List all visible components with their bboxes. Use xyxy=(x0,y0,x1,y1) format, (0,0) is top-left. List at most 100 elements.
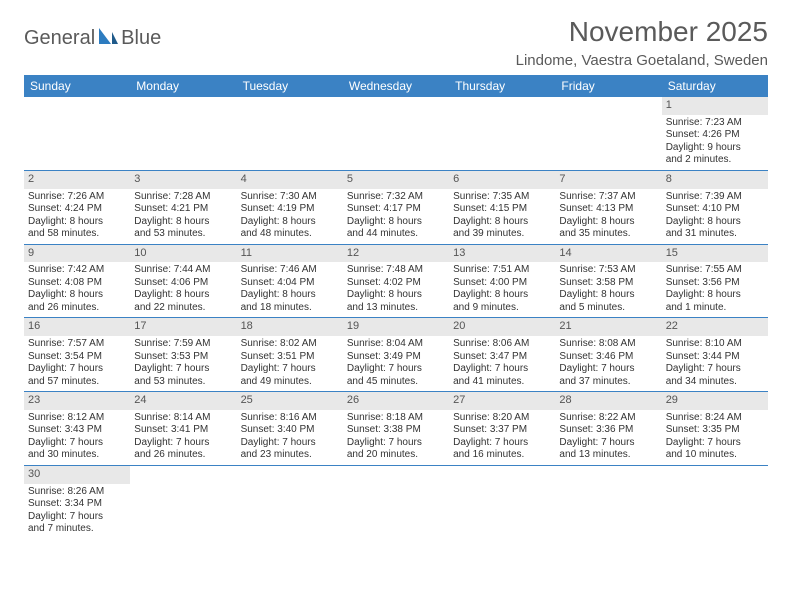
day-daylight1: Daylight: 8 hours xyxy=(559,216,657,229)
week-row: 23 Sunrise: 8:12 AMSunset: 3:43 PM Dayligh… xyxy=(24,392,768,466)
day-body: Sunrise: 7:30 AMSunset: 4:19 PMDaylight:… xyxy=(237,189,343,244)
day-sunset: Sunset: 4:10 PM xyxy=(666,203,764,216)
day-header-tuesday: Tuesday xyxy=(237,75,343,97)
day-daylight2: and 7 minutes. xyxy=(28,523,126,536)
day-cell: 1Sunrise: 7:23 AMSunset: 4:26 PMDaylight… xyxy=(662,97,768,170)
day-number: 28 xyxy=(555,392,661,410)
day-sunset: Sunset: 4:24 PM xyxy=(28,203,126,216)
day-cell: 13Sunrise: 7:51 AMSunset: 4:00 PMDayligh… xyxy=(449,245,555,318)
week-row: 30Sunrise: 8:26 AMSunset: 3:34 PMDayligh… xyxy=(24,466,768,539)
day-body: Sunrise: 7:23 AMSunset: 4:26 PMDaylight:… xyxy=(662,115,768,170)
day-cell: 10Sunrise: 7:44 AMSunset: 4:06 PMDayligh… xyxy=(130,245,236,318)
day-daylight1: Daylight: 8 hours xyxy=(28,216,126,229)
day-sunset: Sunset: 4:15 PM xyxy=(453,203,551,216)
day-cell: 6Sunrise: 7:35 AMSunset: 4:15 PMDaylight… xyxy=(449,171,555,244)
day-header-row: SundayMondayTuesdayWednesdayThursdayFrid… xyxy=(24,75,768,97)
title-block: November 2025 Lindome, Vaestra Goetaland… xyxy=(516,16,768,69)
month-title: November 2025 xyxy=(516,16,768,48)
day-body: Sunrise: 7:51 AMSunset: 4:00 PMDaylight:… xyxy=(449,262,555,317)
day-body: Sunrise: 7:48 AMSunset: 4:02 PMDaylight:… xyxy=(343,262,449,317)
day-body: Sunrise: 8:08 AMSunset: 3:46 PMDaylight:… xyxy=(555,336,661,391)
day-sunrise: Sunrise: 7:44 AM xyxy=(134,264,232,277)
day-header-saturday: Saturday xyxy=(662,75,768,97)
day-sunrise: Sunrise: 8:12 AM xyxy=(28,412,126,425)
day-daylight2: and 37 minutes. xyxy=(559,376,657,389)
day-sunset: Sunset: 3:37 PM xyxy=(453,424,551,437)
day-sunrise: Sunrise: 8:18 AM xyxy=(347,412,445,425)
day-cell: 18Sunrise: 8:02 AMSunset: 3:51 PMDayligh… xyxy=(237,318,343,391)
day-sunrise: Sunrise: 7:57 AM xyxy=(28,338,126,351)
day-cell: 14Sunrise: 7:53 AMSunset: 3:58 PMDayligh… xyxy=(555,245,661,318)
day-sunset: Sunset: 4:13 PM xyxy=(559,203,657,216)
day-daylight2: and 30 minutes. xyxy=(28,449,126,462)
day-daylight1: Daylight: 8 hours xyxy=(241,289,339,302)
day-number: 20 xyxy=(449,318,555,336)
day-header-friday: Friday xyxy=(555,75,661,97)
week-row: 9Sunrise: 7:42 AMSunset: 4:08 PMDaylight… xyxy=(24,245,768,319)
day-sunset: Sunset: 3:43 PM xyxy=(28,424,126,437)
day-cell: 9Sunrise: 7:42 AMSunset: 4:08 PMDaylight… xyxy=(24,245,130,318)
day-sunset: Sunset: 3:51 PM xyxy=(241,351,339,364)
weeks-container: 1Sunrise: 7:23 AMSunset: 4:26 PMDaylight… xyxy=(24,97,768,539)
day-cell xyxy=(555,97,661,170)
day-body: Sunrise: 7:39 AMSunset: 4:10 PMDaylight:… xyxy=(662,189,768,244)
brand-name-part1: General xyxy=(24,27,95,50)
day-header-thursday: Thursday xyxy=(449,75,555,97)
header: General Blue November 2025 Lindome, Vaes… xyxy=(24,16,768,69)
day-daylight1: Daylight: 7 hours xyxy=(134,437,232,450)
day-number: 11 xyxy=(237,245,343,263)
day-daylight1: Daylight: 8 hours xyxy=(134,289,232,302)
day-daylight1: Daylight: 8 hours xyxy=(28,289,126,302)
day-cell: 19Sunrise: 8:04 AMSunset: 3:49 PMDayligh… xyxy=(343,318,449,391)
day-daylight1: Daylight: 8 hours xyxy=(666,216,764,229)
day-number: 27 xyxy=(449,392,555,410)
day-body: Sunrise: 8:06 AMSunset: 3:47 PMDaylight:… xyxy=(449,336,555,391)
day-daylight1: Daylight: 7 hours xyxy=(241,363,339,376)
day-sunset: Sunset: 3:54 PM xyxy=(28,351,126,364)
day-sunset: Sunset: 4:08 PM xyxy=(28,277,126,290)
day-header-wednesday: Wednesday xyxy=(343,75,449,97)
day-number: 25 xyxy=(237,392,343,410)
calendar: SundayMondayTuesdayWednesdayThursdayFrid… xyxy=(24,75,768,539)
week-row: 1Sunrise: 7:23 AMSunset: 4:26 PMDaylight… xyxy=(24,97,768,171)
day-cell xyxy=(449,466,555,539)
day-daylight2: and 1 minute. xyxy=(666,302,764,315)
day-sunset: Sunset: 3:38 PM xyxy=(347,424,445,437)
day-body: Sunrise: 7:53 AMSunset: 3:58 PMDaylight:… xyxy=(555,262,661,317)
day-header-sunday: Sunday xyxy=(24,75,130,97)
day-sunrise: Sunrise: 7:23 AM xyxy=(666,117,764,130)
day-sunset: Sunset: 4:21 PM xyxy=(134,203,232,216)
day-daylight1: Daylight: 8 hours xyxy=(134,216,232,229)
day-number: 16 xyxy=(24,318,130,336)
day-number: 9 xyxy=(24,245,130,263)
day-sunrise: Sunrise: 7:51 AM xyxy=(453,264,551,277)
day-number: 23 xyxy=(24,392,130,410)
day-daylight2: and 57 minutes. xyxy=(28,376,126,389)
day-number: 10 xyxy=(130,245,236,263)
day-cell: 29Sunrise: 8:24 AMSunset: 3:35 PMDayligh… xyxy=(662,392,768,465)
day-sunrise: Sunrise: 8:26 AM xyxy=(28,486,126,499)
day-daylight1: Daylight: 7 hours xyxy=(666,437,764,450)
day-sunrise: Sunrise: 7:35 AM xyxy=(453,191,551,204)
location-text: Lindome, Vaestra Goetaland, Sweden xyxy=(516,52,768,69)
day-daylight2: and 13 minutes. xyxy=(347,302,445,315)
day-number: 13 xyxy=(449,245,555,263)
day-cell xyxy=(130,97,236,170)
day-body: Sunrise: 7:28 AMSunset: 4:21 PMDaylight:… xyxy=(130,189,236,244)
day-body: Sunrise: 8:14 AMSunset: 3:41 PMDaylight:… xyxy=(130,410,236,465)
day-daylight2: and 53 minutes. xyxy=(134,228,232,241)
day-sunrise: Sunrise: 7:42 AM xyxy=(28,264,126,277)
day-sunset: Sunset: 3:44 PM xyxy=(666,351,764,364)
day-daylight1: Daylight: 7 hours xyxy=(28,363,126,376)
day-sunset: Sunset: 3:46 PM xyxy=(559,351,657,364)
day-cell: 8Sunrise: 7:39 AMSunset: 4:10 PMDaylight… xyxy=(662,171,768,244)
day-cell: 21Sunrise: 8:08 AMSunset: 3:46 PMDayligh… xyxy=(555,318,661,391)
day-daylight1: Daylight: 7 hours xyxy=(134,363,232,376)
day-daylight2: and 48 minutes. xyxy=(241,228,339,241)
day-cell xyxy=(24,97,130,170)
day-body: Sunrise: 7:26 AMSunset: 4:24 PMDaylight:… xyxy=(24,189,130,244)
day-number: 1 xyxy=(662,97,768,115)
day-number: 12 xyxy=(343,245,449,263)
day-body: Sunrise: 7:32 AMSunset: 4:17 PMDaylight:… xyxy=(343,189,449,244)
day-cell: 23Sunrise: 8:12 AMSunset: 3:43 PMDayligh… xyxy=(24,392,130,465)
